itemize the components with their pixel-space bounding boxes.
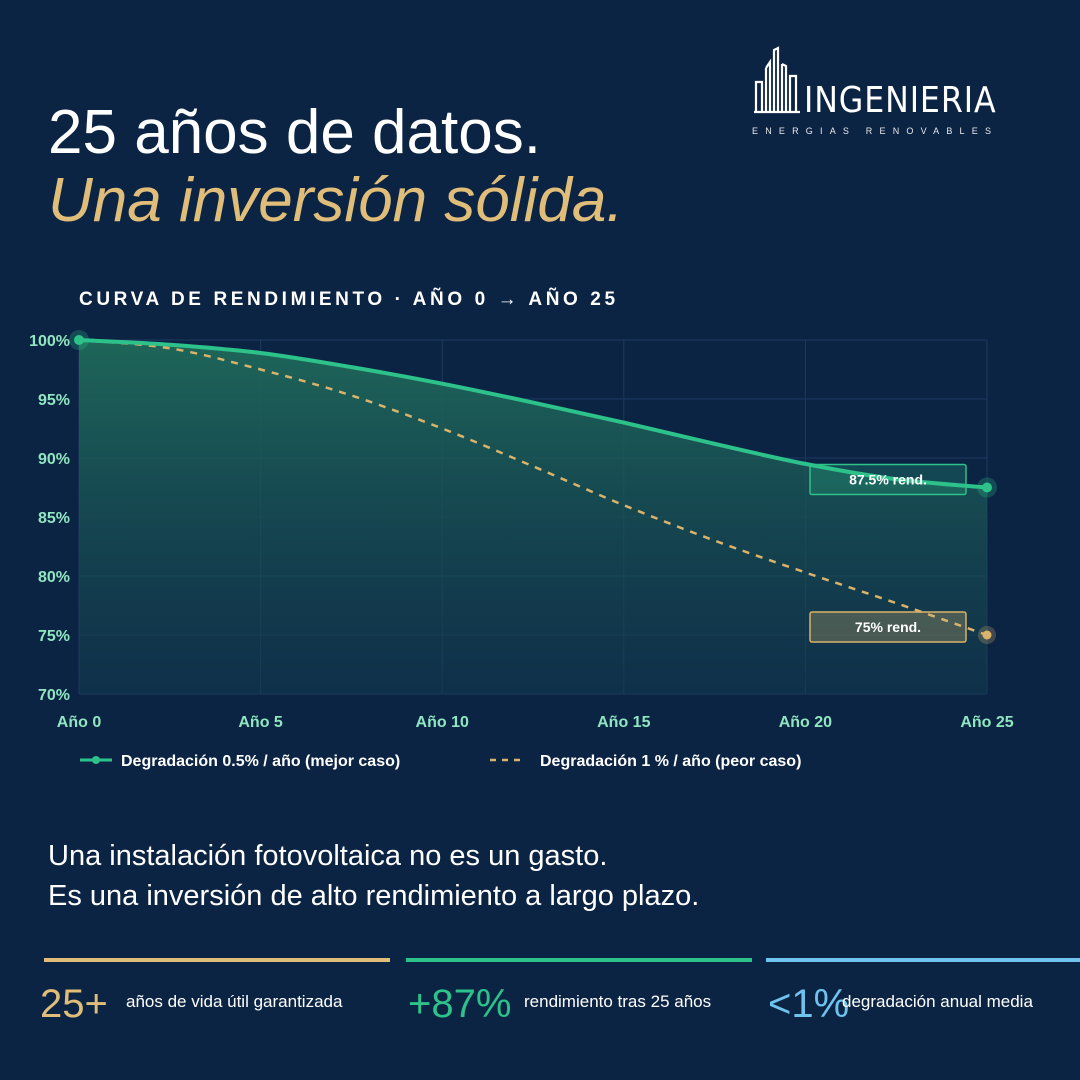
stat-lifetime: 25+ años de vida útil garantizada <box>40 958 390 1038</box>
y-tick-label: 90% <box>38 451 70 468</box>
x-tick-label: Año 0 <box>57 714 102 731</box>
x-tick-label: Año 20 <box>779 714 832 731</box>
y-tick-label: 70% <box>38 687 70 704</box>
body-line-2: Es una inversión de alto rendimiento a l… <box>48 880 700 912</box>
worst-end-label: 75% rend. <box>855 619 921 635</box>
brand-tagline: ENERGIAS RENOVABLES <box>752 126 999 136</box>
x-tick-label: Año 5 <box>238 714 283 731</box>
legend-worst-label: Degradación 1 % / año (peor caso) <box>540 753 801 770</box>
x-tick-label: Año 25 <box>960 714 1013 731</box>
stat-degradation: <1% degradación anual media <box>766 958 1080 1038</box>
chart-area-fill <box>79 340 987 694</box>
worst-end-marker <box>982 630 992 640</box>
stat-performance-label: rendimiento tras 25 años <box>524 992 712 1011</box>
stat-degradation-bar <box>766 958 1080 962</box>
brand-name: INGENIERIA <box>804 80 997 121</box>
body-text: Una instalación fotovoltaica no es un ga… <box>48 836 699 916</box>
stat-degradation-label: degradación anual media <box>842 992 1033 1011</box>
chart-end-labels: 87.5% rend. 75% rend. <box>809 463 967 643</box>
stat-performance: +87% rendimiento tras 25 años <box>406 958 752 1038</box>
worst-end-label-box <box>809 611 967 643</box>
legend-best-label: Degradación 0.5% / año (mejor caso) <box>121 753 400 770</box>
chart-lines <box>69 330 997 644</box>
best-end-label-box <box>809 463 967 496</box>
best-case-line <box>78 338 988 490</box>
brand-logo: INGENIERIA ENERGIAS RENOVABLES <box>752 46 1022 146</box>
performance-chart: 87.5% rend. 75% rend. 100% 95% 90% 85% 80% 75%… <box>29 330 1014 770</box>
building-logo-icon <box>754 46 800 114</box>
headline-line-1: 25 años de datos. <box>48 98 541 167</box>
x-tick-label: Año 15 <box>597 714 650 731</box>
chart-legend: Degradación 0.5% / año (mejor caso) Degra… <box>80 753 801 770</box>
y-tick-label: 95% <box>38 392 70 409</box>
stat-performance-bar <box>406 958 752 962</box>
start-marker <box>74 335 84 345</box>
stat-performance-value: +87% <box>408 982 512 1026</box>
body-line-1: Una instalación fotovoltaica no es un ga… <box>48 840 608 872</box>
x-tick-label: Año 10 <box>416 714 469 731</box>
y-tick-label: 80% <box>38 569 70 586</box>
chart-title: CURVA DE RENDIMIENTO · AÑO 0 → AÑO 25 <box>79 289 619 310</box>
y-tick-label: 100% <box>29 333 70 350</box>
legend-best-dot <box>92 756 100 764</box>
best-end-marker <box>982 482 992 493</box>
best-end-label: 87.5% rend. <box>849 472 927 488</box>
stat-lifetime-value: 25+ <box>40 982 108 1026</box>
y-tick-label: 85% <box>38 510 70 527</box>
stat-degradation-value: <1% <box>768 982 850 1026</box>
best-case-area <box>79 340 987 694</box>
headline-line-2: Una inversión sólida. <box>48 166 624 235</box>
chart-ticks: 100% 95% 90% 85% 80% 75% 70% Año 0 Año 5 Año 10 Añ… <box>29 333 1014 731</box>
stat-lifetime-bar <box>44 958 390 962</box>
y-tick-label: 75% <box>38 628 70 645</box>
stat-lifetime-label: años de vida útil garantizada <box>126 992 343 1011</box>
worst-case-line <box>78 338 988 637</box>
